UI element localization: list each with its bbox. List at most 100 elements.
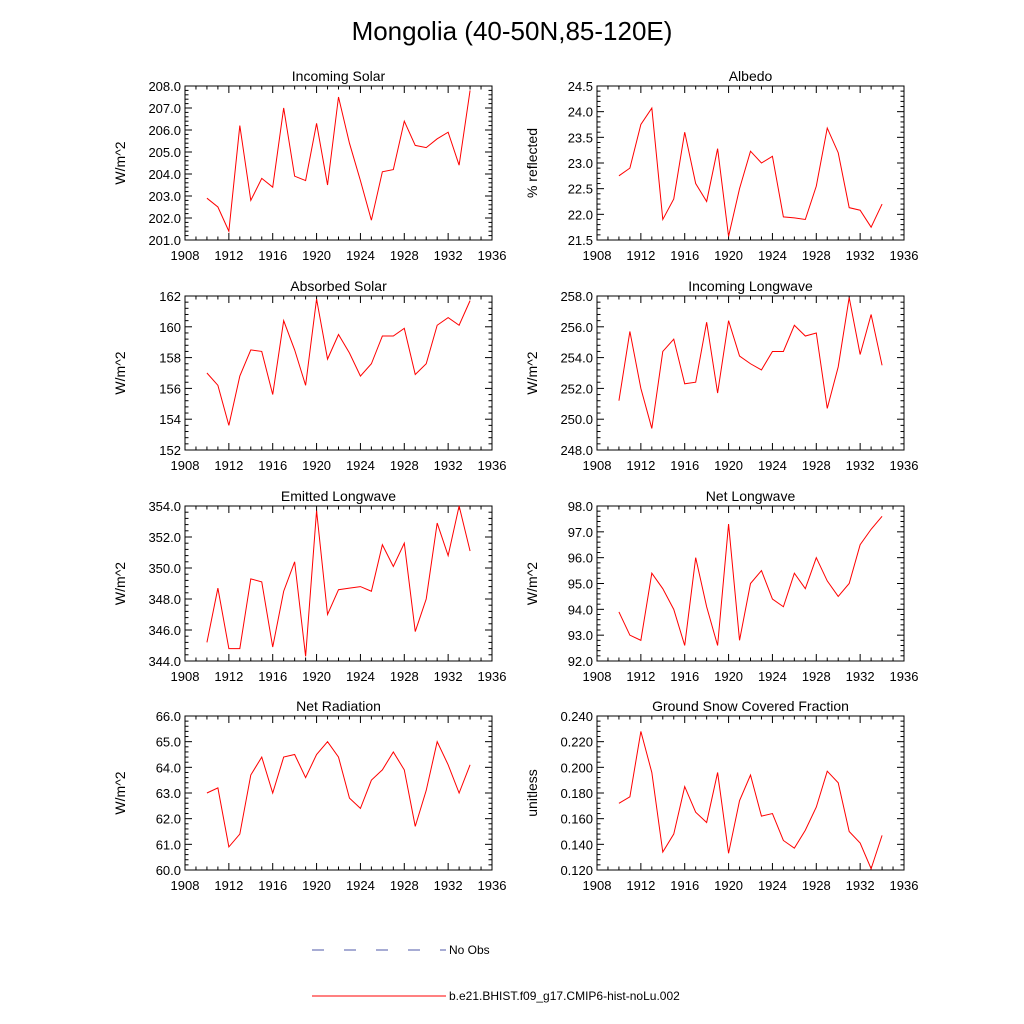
legend-obs-label: No Obs — [449, 943, 490, 957]
x-tick-label: 1920 — [714, 458, 743, 473]
y-tick-label: 160 — [159, 320, 181, 335]
y-tick-label: 22.5 — [568, 182, 593, 197]
x-tick-label: 1936 — [890, 669, 919, 684]
y-tick-label: 0.140 — [560, 837, 593, 852]
x-tick-label: 1932 — [846, 878, 875, 893]
x-tick-label: 1920 — [714, 248, 743, 263]
x-tick-label: 1928 — [390, 878, 419, 893]
series-line — [618, 731, 883, 871]
plot-frame — [184, 85, 493, 241]
x-tick-label: 1912 — [626, 878, 655, 893]
panel-title: Ground Snow Covered Fraction — [652, 698, 849, 714]
panel-title: Net Radiation — [296, 698, 381, 714]
series-line — [618, 297, 883, 429]
x-tick-label: 1936 — [478, 248, 507, 263]
y-tick-label: 250.0 — [560, 412, 593, 427]
y-tick-label: 156 — [159, 381, 181, 396]
x-tick-label: 1928 — [390, 669, 419, 684]
plot-frame — [596, 85, 905, 241]
x-tick-label: 1916 — [258, 669, 287, 684]
x-tick-label: 1936 — [890, 458, 919, 473]
panel-title: Incoming Solar — [292, 68, 386, 84]
y-tick-label: 207.0 — [148, 101, 181, 116]
x-tick-label: 1908 — [171, 669, 200, 684]
x-tick-label: 1908 — [583, 458, 612, 473]
y-axis-label: W/m^2 — [112, 771, 128, 814]
series-line — [206, 740, 471, 849]
x-tick-label: 1908 — [171, 248, 200, 263]
y-tick-label: 92.0 — [568, 654, 593, 669]
x-tick-label: 1908 — [171, 458, 200, 473]
y-tick-label: 62.0 — [156, 812, 181, 827]
y-tick-label: 60.0 — [156, 863, 181, 878]
y-tick-label: 65.0 — [156, 735, 181, 750]
x-tick-label: 1932 — [434, 669, 463, 684]
plot-frame — [596, 295, 905, 451]
y-axis-label: % reflected — [524, 128, 540, 198]
y-tick-label: 94.0 — [568, 602, 593, 617]
x-tick-label: 1936 — [478, 458, 507, 473]
x-tick-label: 1928 — [390, 248, 419, 263]
panel-8: Ground Snow Covered Fraction unitless 1908… — [524, 698, 918, 893]
series-line — [618, 516, 883, 646]
legend-model-label: b.e21.BHIST.f09_g17.CMIP6-hist-noLu.002 — [449, 989, 680, 1003]
plot-frame — [184, 505, 493, 662]
y-tick-label: 258.0 — [560, 289, 593, 304]
x-tick-label: 1912 — [214, 669, 243, 684]
y-tick-label: 24.5 — [568, 79, 593, 94]
y-tick-label: 204.0 — [148, 167, 181, 182]
y-tick-label: 348.0 — [148, 592, 181, 607]
y-axis-label: unitless — [524, 769, 540, 816]
x-tick-label: 1916 — [670, 878, 699, 893]
y-tick-label: 346.0 — [148, 623, 181, 638]
x-tick-label: 1924 — [346, 248, 375, 263]
y-tick-label: 248.0 — [560, 443, 593, 458]
x-tick-label: 1924 — [758, 248, 787, 263]
x-tick-label: 1932 — [846, 669, 875, 684]
x-tick-label: 1916 — [670, 248, 699, 263]
y-tick-label: 64.0 — [156, 760, 181, 775]
x-tick-label: 1936 — [478, 669, 507, 684]
y-tick-label: 205.0 — [148, 145, 181, 160]
x-tick-label: 1908 — [583, 878, 612, 893]
y-tick-label: 95.0 — [568, 577, 593, 592]
x-tick-label: 1920 — [302, 248, 331, 263]
y-tick-label: 352.0 — [148, 530, 181, 545]
x-tick-label: 1924 — [758, 458, 787, 473]
x-tick-label: 1920 — [302, 669, 331, 684]
y-tick-label: 162 — [159, 289, 181, 304]
y-tick-label: 254.0 — [560, 351, 593, 366]
x-tick-label: 1924 — [346, 878, 375, 893]
x-tick-label: 1916 — [258, 458, 287, 473]
y-tick-label: 208.0 — [148, 79, 181, 94]
legend: No Obs b.e21.BHIST.f09_g17.CMIP6-hist-no… — [312, 943, 680, 1003]
x-tick-label: 1936 — [478, 878, 507, 893]
panel-title: Incoming Longwave — [688, 278, 813, 294]
x-tick-label: 1916 — [670, 669, 699, 684]
figure-title: Mongolia (40-50N,85-120E) — [352, 16, 673, 46]
y-tick-label: 154 — [159, 412, 181, 427]
panel-1: Incoming Solar W/m^2 1908 1912 1916 1920 1924 1… — [112, 68, 506, 263]
panel-5: Emitted Longwave W/m^2 1908 1912 1916 1920 192… — [112, 488, 506, 684]
series-line — [206, 90, 471, 234]
y-tick-label: 344.0 — [148, 654, 181, 669]
x-tick-label: 1932 — [846, 458, 875, 473]
y-tick-label: 97.0 — [568, 525, 593, 540]
series-line — [618, 106, 883, 237]
y-tick-label: 0.200 — [560, 760, 593, 775]
x-tick-label: 1928 — [802, 248, 831, 263]
y-axis-label: W/m^2 — [112, 562, 128, 605]
y-tick-label: 206.0 — [148, 123, 181, 138]
x-tick-label: 1916 — [258, 878, 287, 893]
x-tick-label: 1916 — [670, 458, 699, 473]
x-tick-label: 1928 — [390, 458, 419, 473]
x-tick-label: 1928 — [802, 669, 831, 684]
series-line — [206, 298, 471, 426]
y-tick-label: 201.0 — [148, 233, 181, 248]
y-tick-label: 0.160 — [560, 812, 593, 827]
panel-3: Absorbed Solar W/m^2 1908 1912 1916 1920 1924 1… — [112, 278, 506, 473]
y-axis-label: W/m^2 — [112, 351, 128, 394]
y-tick-label: 63.0 — [156, 786, 181, 801]
x-tick-label: 1920 — [714, 669, 743, 684]
